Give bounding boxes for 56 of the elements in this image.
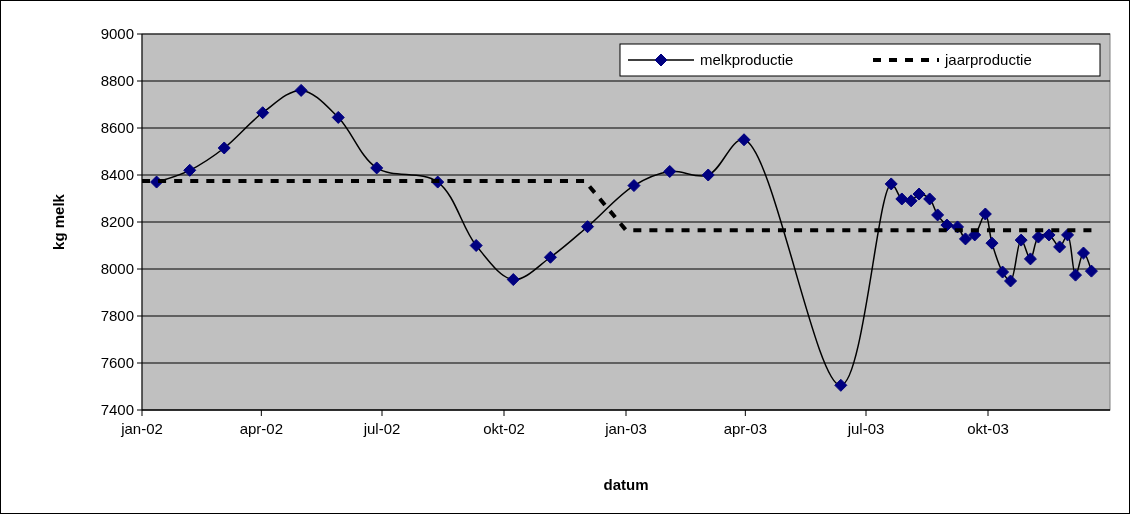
y-tick-label: 9000 <box>100 25 134 43</box>
x-tick-label: jan-03 <box>604 420 647 437</box>
point <box>978 207 992 221</box>
point <box>581 220 595 234</box>
point <box>884 177 898 191</box>
y-tick-label: 8000 <box>100 260 134 278</box>
point <box>834 378 848 392</box>
point <box>1004 274 1018 288</box>
point <box>912 187 926 201</box>
point <box>985 236 999 250</box>
y-tick-label: 7400 <box>100 401 134 419</box>
point <box>737 133 751 147</box>
y-tick-label: 8600 <box>100 119 134 137</box>
point <box>895 192 909 206</box>
point <box>1084 264 1098 278</box>
y-tick-label: 8400 <box>100 166 134 184</box>
point <box>370 161 384 175</box>
x-tick-label: apr-03 <box>723 420 768 437</box>
point <box>1053 240 1067 254</box>
point <box>701 168 715 182</box>
point <box>996 265 1010 279</box>
point <box>1023 252 1037 266</box>
point <box>958 232 972 246</box>
x-tick-label: okt-02 <box>483 420 525 437</box>
y-axis-title: kg melk <box>50 193 67 250</box>
point <box>1069 268 1083 282</box>
x-tick-label: okt-03 <box>967 420 1009 437</box>
point <box>256 106 270 120</box>
point <box>1014 233 1028 247</box>
point <box>1042 228 1056 242</box>
x-tick-label: jul-03 <box>846 420 885 437</box>
point <box>331 110 345 124</box>
x-tick-label: apr-02 <box>239 420 284 437</box>
point <box>1031 230 1045 244</box>
point <box>183 163 197 177</box>
point <box>663 164 677 178</box>
point <box>294 83 308 97</box>
y-tick-label: 7800 <box>100 307 134 325</box>
point <box>506 273 520 287</box>
point <box>1061 228 1075 242</box>
y-tick-label: 7600 <box>100 354 134 372</box>
legend-label: jaarproductie <box>944 51 1032 69</box>
legend-label: melkproductie <box>700 51 794 69</box>
point <box>543 250 557 264</box>
x-tick-label: jan-02 <box>120 420 163 437</box>
x-axis-title: datum <box>603 476 649 493</box>
x-tick-label: jul-02 <box>362 420 401 437</box>
point <box>217 141 231 155</box>
point <box>469 239 483 252</box>
point <box>1076 246 1090 260</box>
point <box>627 179 641 193</box>
point <box>931 208 945 222</box>
y-tick-label: 8200 <box>100 213 134 231</box>
y-tick-label: 8800 <box>100 72 134 90</box>
point <box>904 194 918 208</box>
point <box>923 192 937 206</box>
